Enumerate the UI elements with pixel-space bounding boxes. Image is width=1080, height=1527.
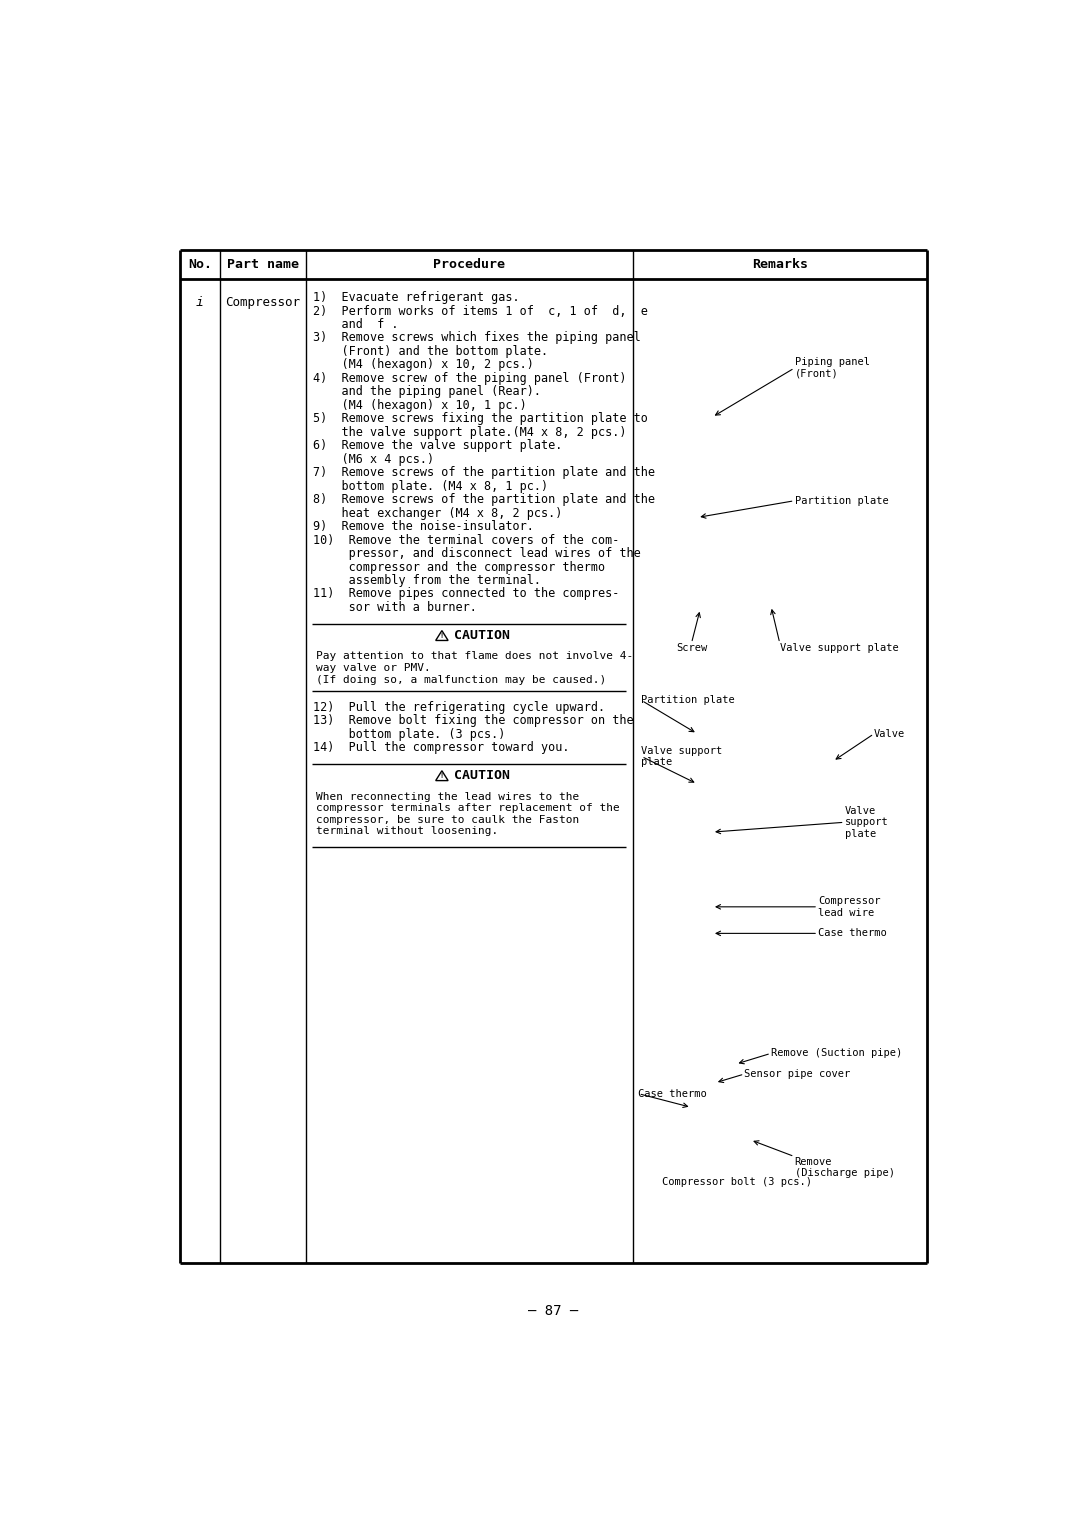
Text: 4)  Remove screw of the piping panel (Front): 4) Remove screw of the piping panel (Fro…	[313, 373, 626, 385]
Text: (M4 (hexagon) x 10, 1 pc.): (M4 (hexagon) x 10, 1 pc.)	[313, 399, 527, 412]
Text: 2)  Perform works of items 1 of  c, 1 of  d,  e: 2) Perform works of items 1 of c, 1 of d…	[313, 304, 648, 318]
Text: Partition plate: Partition plate	[642, 695, 735, 705]
Text: 8)  Remove screws of the partition plate and the: 8) Remove screws of the partition plate …	[313, 493, 656, 505]
Text: assembly from the terminal.: assembly from the terminal.	[313, 574, 541, 586]
Text: Part name: Part name	[227, 258, 299, 272]
Text: Remarks: Remarks	[752, 258, 808, 272]
Text: Procedure: Procedure	[433, 258, 505, 272]
Text: the valve support plate.(M4 x 8, 2 pcs.): the valve support plate.(M4 x 8, 2 pcs.)	[313, 426, 626, 438]
Text: bottom plate. (M4 x 8, 1 pc.): bottom plate. (M4 x 8, 1 pc.)	[313, 479, 549, 493]
Text: Compressor bolt (3 pcs.): Compressor bolt (3 pcs.)	[662, 1177, 812, 1186]
Text: sor with a burner.: sor with a burner.	[313, 602, 477, 614]
Text: No.: No.	[188, 258, 212, 272]
Text: heat exchanger (M4 x 8, 2 pcs.): heat exchanger (M4 x 8, 2 pcs.)	[313, 507, 563, 519]
Text: !: !	[440, 773, 444, 779]
Text: Compressor: Compressor	[226, 296, 300, 310]
Text: – 87 –: – 87 –	[528, 1304, 579, 1318]
Text: 14)  Pull the compressor toward you.: 14) Pull the compressor toward you.	[313, 741, 570, 754]
Text: Valve support plate: Valve support plate	[780, 643, 899, 654]
Text: 11)  Remove pipes connected to the compres-: 11) Remove pipes connected to the compre…	[313, 588, 620, 600]
Text: Remove (Suction pipe): Remove (Suction pipe)	[771, 1049, 902, 1058]
Text: Remove
(Discharge pipe): Remove (Discharge pipe)	[795, 1156, 894, 1179]
Text: 3)  Remove screws which fixes the piping panel: 3) Remove screws which fixes the piping …	[313, 331, 642, 345]
Text: Valve: Valve	[874, 728, 905, 739]
Text: Partition plate: Partition plate	[795, 496, 888, 505]
Text: Sensor pipe cover: Sensor pipe cover	[744, 1069, 851, 1080]
Text: Pay attention to that flame does not involve 4-
way valve or PMV.
(If doing so, : Pay attention to that flame does not inv…	[315, 652, 633, 684]
Text: bottom plate. (3 pcs.): bottom plate. (3 pcs.)	[313, 728, 505, 741]
Text: and  f .: and f .	[313, 318, 399, 331]
Text: and the piping panel (Rear).: and the piping panel (Rear).	[313, 385, 541, 399]
Text: Case thermo: Case thermo	[638, 1089, 707, 1098]
Text: (M4 (hexagon) x 10, 2 pcs.): (M4 (hexagon) x 10, 2 pcs.)	[313, 359, 535, 371]
Text: Screw: Screw	[676, 643, 707, 654]
Text: 13)  Remove bolt fixing the compressor on the: 13) Remove bolt fixing the compressor on…	[313, 715, 634, 727]
Text: i: i	[197, 296, 204, 310]
Text: 12)  Pull the refrigerating cycle upward.: 12) Pull the refrigerating cycle upward.	[313, 701, 606, 713]
Text: CAUTION: CAUTION	[454, 629, 510, 641]
Text: 7)  Remove screws of the partition plate and the: 7) Remove screws of the partition plate …	[313, 466, 656, 479]
Text: (M6 x 4 pcs.): (M6 x 4 pcs.)	[313, 452, 434, 466]
Text: 1)  Evacuate refrigerant gas.: 1) Evacuate refrigerant gas.	[313, 292, 519, 304]
Text: compressor and the compressor thermo: compressor and the compressor thermo	[313, 560, 606, 574]
Text: 10)  Remove the terminal covers of the com-: 10) Remove the terminal covers of the co…	[313, 533, 620, 547]
Text: Piping panel
(Front): Piping panel (Front)	[795, 357, 869, 379]
Text: Valve
support
plate: Valve support plate	[845, 806, 889, 838]
Text: Case thermo: Case thermo	[818, 928, 887, 939]
Text: (Front) and the bottom plate.: (Front) and the bottom plate.	[313, 345, 549, 357]
Text: 5)  Remove screws fixing the partition plate to: 5) Remove screws fixing the partition pl…	[313, 412, 648, 426]
Text: Compressor
lead wire: Compressor lead wire	[818, 896, 880, 918]
Text: !: !	[440, 634, 444, 640]
Text: Valve support
plate: Valve support plate	[642, 745, 723, 767]
Text: When reconnecting the lead wires to the
compressor terminals after replacement o: When reconnecting the lead wires to the …	[315, 791, 619, 837]
Text: pressor, and disconnect lead wires of the: pressor, and disconnect lead wires of th…	[313, 547, 642, 560]
Text: 9)  Remove the noise-insulator.: 9) Remove the noise-insulator.	[313, 521, 535, 533]
Text: 6)  Remove the valve support plate.: 6) Remove the valve support plate.	[313, 440, 563, 452]
Text: CAUTION: CAUTION	[454, 770, 510, 782]
